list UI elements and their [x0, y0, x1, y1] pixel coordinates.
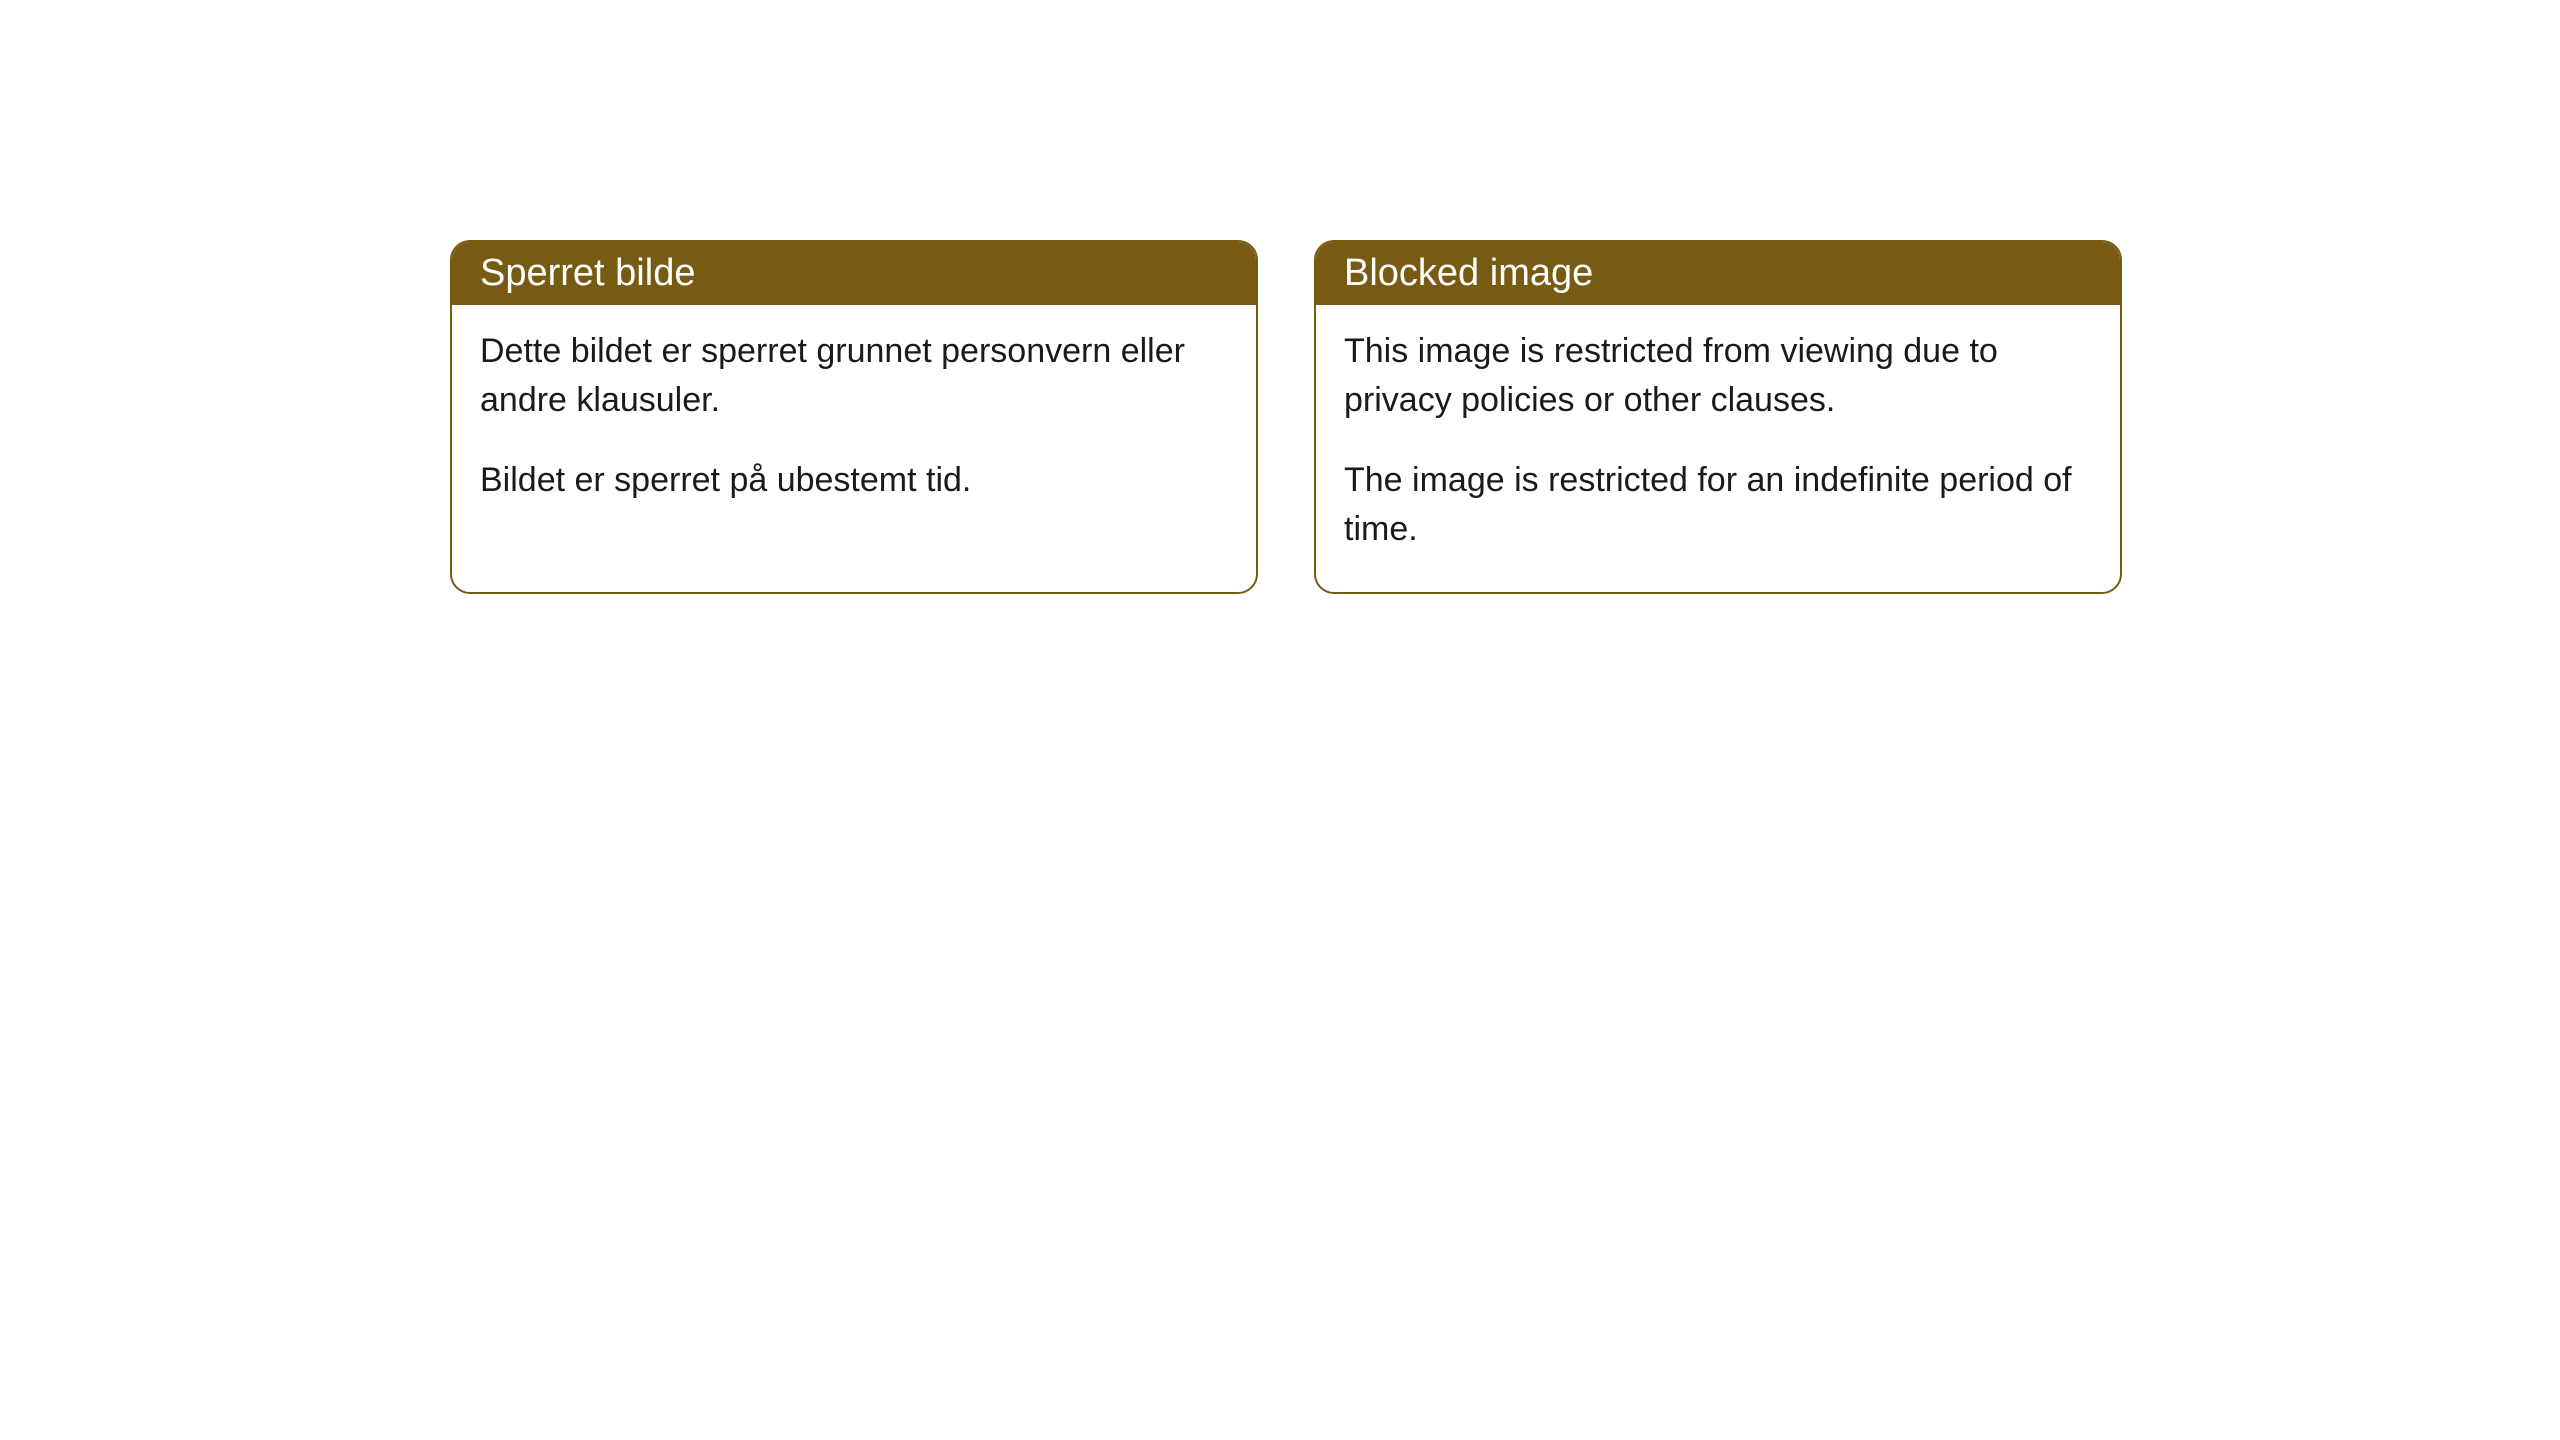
- notice-card-norwegian: Sperret bilde Dette bildet er sperret gr…: [450, 240, 1258, 594]
- card-title-en: Blocked image: [1344, 252, 1593, 294]
- notice-container: Sperret bilde Dette bildet er sperret gr…: [450, 240, 2122, 594]
- card-body-en: This image is restricted from viewing du…: [1316, 305, 2120, 592]
- card-header-no: Sperret bilde: [452, 242, 1256, 305]
- card-paragraph: This image is restricted from viewing du…: [1344, 327, 2092, 426]
- card-paragraph: Dette bildet er sperret grunnet personve…: [480, 327, 1228, 426]
- card-paragraph: The image is restricted for an indefinit…: [1344, 456, 2092, 555]
- card-header-en: Blocked image: [1316, 242, 2120, 305]
- card-title-no: Sperret bilde: [480, 252, 695, 294]
- card-body-no: Dette bildet er sperret grunnet personve…: [452, 305, 1256, 543]
- notice-card-english: Blocked image This image is restricted f…: [1314, 240, 2122, 594]
- card-paragraph: Bildet er sperret på ubestemt tid.: [480, 456, 1228, 505]
